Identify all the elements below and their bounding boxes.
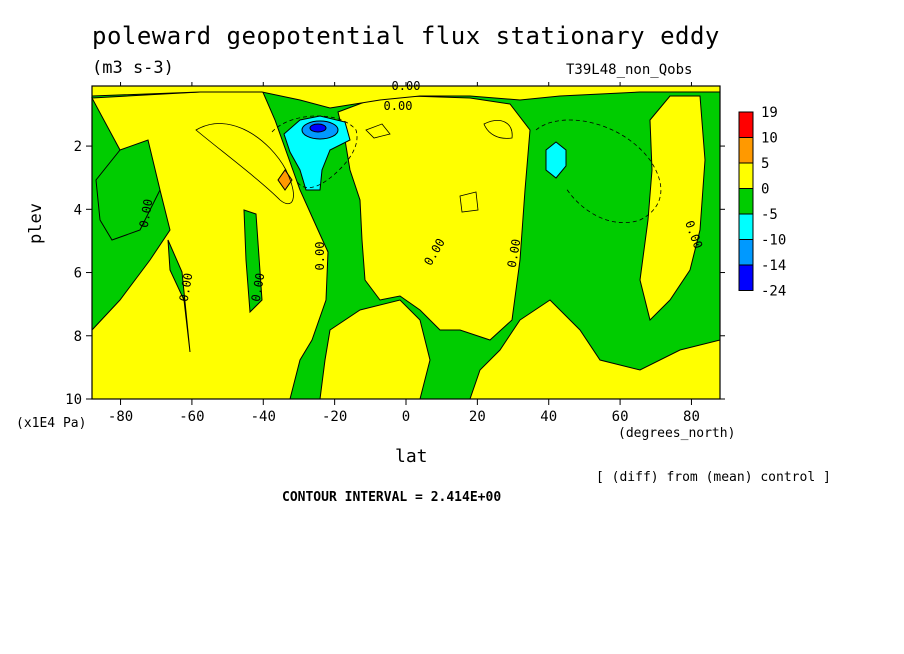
region-northern-lower: [469, 299, 721, 400]
deepblue-southern: [309, 123, 327, 133]
thin-contour-mid2: [459, 191, 479, 213]
run-id-label: T39L48_non_Qobs: [566, 62, 693, 78]
colorbar-swatch: [738, 188, 754, 215]
diff-note: [ (diff) from (mean) control ]: [596, 470, 831, 485]
contour-label: 0.00: [384, 99, 413, 113]
x-tick-label: 80: [683, 409, 700, 425]
x-tick-label: 20: [469, 409, 486, 425]
dashed-contour-north: [535, 119, 662, 224]
contour-lines: [195, 115, 662, 224]
x-axis-ticks: -80 -60 -40 -20 0 20 40 60 80: [108, 82, 700, 425]
colorbar-level-label: -5: [761, 207, 778, 223]
contour-label: 0.00: [177, 272, 196, 303]
colorbar-swatch: [738, 137, 754, 164]
colorbar-level-label: -24: [761, 284, 786, 300]
y-tick-label: 2: [74, 139, 82, 155]
region-top-band: [91, 85, 721, 109]
contour-label: 0.00: [137, 198, 156, 229]
dashed-contour-south: [271, 115, 358, 189]
region-northern-column: [639, 95, 706, 321]
thin-contour-mid: [365, 123, 391, 139]
contour-label: 0.00: [505, 238, 524, 269]
y-tick-label: 8: [74, 329, 82, 345]
chart-units: (m3 s-3): [92, 58, 174, 78]
strong-negative-centers: [277, 115, 567, 191]
x-axis-units: (degrees_north): [618, 426, 736, 441]
x-axis-label: lat: [395, 446, 428, 467]
cyan-northern: [545, 141, 567, 179]
x-tick-label: -20: [322, 409, 347, 425]
y-tick-label: 4: [74, 202, 82, 218]
thin-contour-mid3: [483, 120, 513, 139]
contour-interval: CONTOUR INTERVAL = 2.414E+00: [282, 490, 502, 505]
colorbar-level-label: 19: [761, 105, 778, 121]
y-axis-ticks: 2 4 6 8 10: [65, 139, 725, 408]
contour-label: 0.00: [249, 272, 268, 303]
x-tick-label: -40: [251, 409, 276, 425]
negative-fingers: [95, 139, 263, 353]
chart-title: poleward geopotential flux stationary ed…: [92, 22, 720, 50]
colorbar-swatch: [738, 264, 754, 291]
colorbar-level-label: 0: [761, 182, 769, 198]
y-tick-label: 10: [65, 392, 82, 408]
thin-contour-south: [195, 123, 294, 205]
x-tick-label: -60: [179, 409, 204, 425]
contour-label: 0.00: [313, 242, 327, 271]
colorbar-level-label: 10: [761, 131, 778, 147]
colorbar: 19 10 5 0 -5 -10 -14 -24: [738, 105, 786, 300]
finger-45s: [243, 209, 263, 314]
y-tick-label: 6: [74, 266, 82, 282]
x-tick-label: 0: [402, 409, 410, 425]
colorbar-swatch: [738, 213, 754, 240]
region-central-yellow: [337, 95, 531, 341]
colorbar-level-label: -14: [761, 258, 786, 274]
x-tick-label: 40: [540, 409, 557, 425]
colorbar-swatch: [738, 162, 754, 189]
finger-70s: [95, 139, 161, 241]
y-axis-units: (x1E4 Pa): [16, 416, 87, 431]
x-tick-label: 60: [612, 409, 629, 425]
colorbar-level-label: 5: [761, 156, 769, 172]
colorbar-swatch: [738, 111, 754, 138]
region-equator-lower: [319, 299, 431, 400]
colorbar-swatch: [738, 239, 754, 266]
colorbar-level-label: -10: [761, 233, 786, 249]
finger-60s: [167, 239, 191, 353]
x-tick-label: -80: [108, 409, 133, 425]
